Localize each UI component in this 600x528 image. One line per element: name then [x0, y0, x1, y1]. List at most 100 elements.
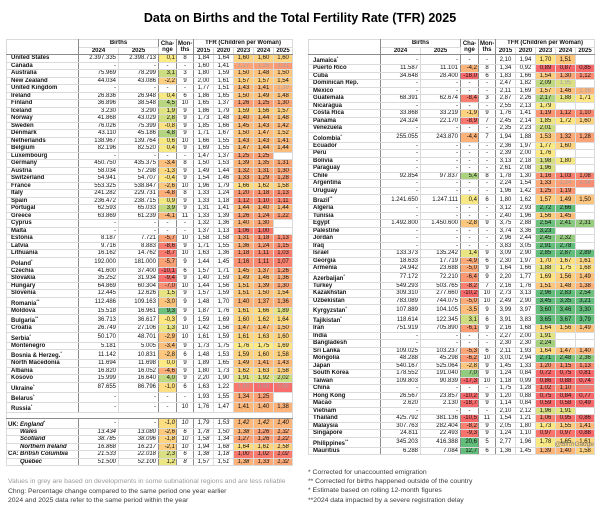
births-2024-cell: -	[78, 401, 119, 413]
country-cell: Ireland	[6, 91, 79, 100]
tfr-2024-cell: 1,88	[555, 94, 576, 103]
table-row: Puerto Rico 11.587 11.101 -4,2 8 1,34 0,92 0,89…	[308, 64, 596, 73]
tfr-2020-cell: 1,75	[213, 341, 234, 350]
tfr-2024-cell: 0,88	[555, 376, 576, 385]
tfr-2024-cell: 1,46	[253, 274, 274, 283]
months-cell: 9	[176, 106, 194, 115]
tfr-2015-cell: 1,80	[193, 366, 214, 375]
tfr-2025-cell: 1,71	[574, 94, 596, 103]
country-cell: Iran	[308, 324, 381, 333]
births-2025-cell: 28.400	[420, 71, 461, 80]
months-cell: 6	[478, 194, 496, 205]
country-cell: Romania**	[6, 296, 79, 308]
tfr-2025-cell: 3,79	[574, 314, 596, 325]
months-cell: -	[478, 79, 496, 88]
months-cell: -	[478, 186, 496, 195]
births-2024-cell: 13.434	[78, 427, 119, 436]
tfr-2024-cell: 1,95	[555, 79, 576, 88]
change-cell: -2,8	[460, 361, 479, 370]
country-cell: Iraq	[308, 241, 381, 250]
tfr-2023-cell: 0,86	[535, 376, 556, 385]
tfr-2024-cell: 0,58	[555, 399, 576, 408]
table-row: India - - - -2,27 2,00 1,91	[308, 331, 596, 340]
births-2024-cell: -	[380, 241, 421, 250]
tfr-2025-cell: 1,22	[272, 435, 294, 444]
months-cell: 9	[176, 296, 194, 308]
tfr-2024-cell: 2,48	[555, 354, 576, 363]
births-2025-cell: 11.698	[118, 359, 159, 368]
tfr-2025-cell: 1,42	[272, 121, 294, 130]
table-row: Colombia* 255.055 243.870 -4,4 7 1,94 1,88 1,53…	[308, 131, 596, 143]
change-cell: -	[460, 101, 479, 110]
births-2025-cell: 97.837	[420, 171, 461, 180]
tfr-2025-cell: 1,41	[574, 421, 596, 430]
months-cell: -	[478, 101, 496, 110]
births-2025-cell: -	[420, 86, 461, 95]
tfr-2025-cell: 1,36	[272, 274, 294, 283]
months-cell: 6	[176, 91, 194, 100]
tfr-2025-cell: 1,30	[272, 166, 294, 175]
change-cell: -	[158, 391, 177, 403]
tfr-2025-cell	[574, 124, 596, 133]
births-2024-cell: 6.288	[380, 446, 421, 455]
months-cell: -	[478, 211, 496, 220]
tfr-2025-cell: 1,57	[272, 106, 294, 115]
table-row: Paraguay - - - -2,61 2,08 1,96	[308, 164, 596, 173]
tfr-2020-cell: 1,21	[515, 414, 536, 423]
births-2024-cell: 51.500	[78, 457, 119, 466]
table-row: Armenia 24.942 23.688 -5,0 9 1,64 1,66 1,88 1,75…	[308, 264, 596, 273]
tfr-2020-cell: 1,79	[213, 106, 234, 115]
tfr-2020-cell: 1,37	[213, 151, 234, 160]
tfr-2020-cell: 1,39	[213, 211, 234, 220]
months-cell: -	[176, 226, 194, 235]
country-cell: Estonia	[6, 234, 79, 243]
births-2024-cell: 751.919	[380, 324, 421, 333]
change-cell: -4,9	[460, 256, 479, 265]
tfr-2025-cell: 1,13	[272, 189, 294, 198]
months-cell: 9	[176, 144, 194, 153]
country-cell: Bulgaria**	[6, 314, 79, 325]
tfr-2020-cell: 1,90	[213, 374, 234, 383]
table-row: Uzbekistan 783.089 744.075 -5,0 10 2,49 2,90 3,…	[308, 296, 596, 305]
change-cell: 1,3	[158, 324, 177, 333]
births-2025-cell: 2.130	[420, 399, 461, 408]
tfr-2025-cell: 1,50	[272, 324, 294, 333]
tfr-2015-cell: 2,35	[495, 124, 516, 133]
births-2024-cell: 540.167	[380, 361, 421, 370]
tfr-2024-cell: 0,84	[555, 391, 576, 400]
births-2025-cell: 7.084	[420, 446, 461, 455]
change-cell: -4,4	[460, 131, 479, 143]
country-cell: Sri Lanka	[308, 346, 381, 355]
tfr-2025-cell: 0,74	[574, 376, 596, 385]
births-2025-cell: 191.040	[420, 369, 461, 378]
tfr-2025-cell: 2,54	[574, 289, 596, 298]
country-cell: Moldova	[6, 306, 79, 315]
tfr-2015-cell: 1,47	[193, 151, 214, 160]
tfr-2015-cell: 1,20	[495, 391, 516, 400]
table-row: Iraq - - - -3,83 3,05 2,91 2,78	[308, 241, 596, 250]
change-cell: -5,7	[158, 234, 177, 243]
change-cell: 0,6	[158, 136, 177, 145]
country-cell: Bangladesh	[308, 339, 381, 348]
change-cell: -10,2	[460, 391, 479, 400]
tfr-2025-cell	[574, 331, 596, 340]
table-row: Romania** 112.486 109.163 -3,0 9 1,48 1,70 1,40…	[6, 296, 294, 308]
births-2024-cell: 75.969	[78, 69, 119, 78]
tfr-2024-cell: 1,92	[253, 374, 274, 383]
country-column-header	[6, 39, 79, 55]
tfr-2020-cell: 1,56	[213, 281, 234, 290]
change-cell: 0,0	[158, 359, 177, 368]
tfr-2020-cell: 1,36	[213, 219, 234, 228]
births-2025-cell: 2.398.713	[118, 54, 159, 63]
tfr-2025-cell: 1,39	[272, 84, 294, 93]
months-cell: 9	[176, 114, 194, 123]
births-2025-cell: 22.170	[420, 116, 461, 125]
tfr-2020-cell: 2,44	[515, 234, 536, 243]
change-cell: -8,2	[460, 421, 479, 430]
births-2024-cell: 138.967	[78, 136, 119, 145]
births-2024-cell: -	[380, 384, 421, 393]
births-2025-cell: 43.086	[118, 76, 159, 85]
tfr-2024-cell: 1,00	[253, 226, 274, 235]
tfr-2020-cell: 0,88	[515, 391, 536, 400]
tfr-2023-cell: 1,38	[233, 427, 254, 436]
